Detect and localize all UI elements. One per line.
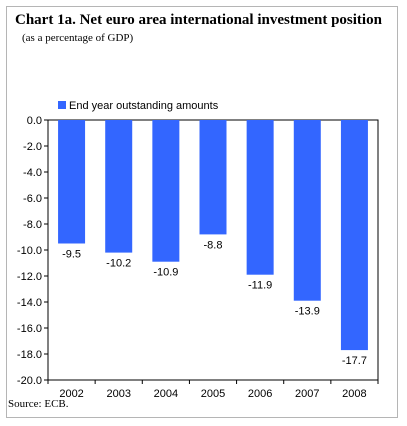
y-tick-label: -10.0 bbox=[17, 245, 42, 257]
legend-swatch bbox=[58, 101, 66, 109]
bar-value-label: -11.9 bbox=[248, 280, 272, 292]
bar bbox=[293, 120, 321, 301]
y-tick-label: -2.0 bbox=[23, 141, 42, 153]
bar-value-label: -9.5 bbox=[62, 249, 81, 261]
y-tick-label: -14.0 bbox=[17, 297, 42, 309]
y-tick-label: -6.0 bbox=[23, 193, 42, 205]
x-tick-label: 2008 bbox=[342, 388, 366, 400]
chart-subtitle: (as a percentage of GDP) bbox=[22, 32, 134, 44]
bar bbox=[246, 120, 274, 275]
chart-title: Chart 1a. Net euro area international in… bbox=[15, 12, 382, 28]
chart-frame bbox=[6, 6, 398, 418]
x-tick-label: 2006 bbox=[248, 388, 272, 400]
bar-value-label: -17.7 bbox=[342, 355, 367, 367]
bar bbox=[105, 120, 133, 253]
chart-source: Source: ECB. bbox=[8, 398, 69, 410]
x-tick-label: 2002 bbox=[59, 388, 83, 400]
y-tick-label: -20.0 bbox=[17, 375, 42, 387]
bar bbox=[58, 120, 86, 244]
x-tick-label: 2007 bbox=[295, 388, 319, 400]
y-tick-label: -12.0 bbox=[17, 271, 42, 283]
x-tick-label: 2003 bbox=[106, 388, 130, 400]
bar-value-label: -13.9 bbox=[295, 306, 320, 318]
bar-value-label: -10.2 bbox=[106, 258, 131, 270]
y-tick-label: -4.0 bbox=[23, 167, 42, 179]
bar bbox=[199, 120, 227, 235]
y-tick-label: -18.0 bbox=[17, 349, 42, 361]
x-tick-label: 2005 bbox=[201, 388, 225, 400]
y-tick-label: -8.0 bbox=[23, 219, 42, 231]
legend-label: End year outstanding amounts bbox=[69, 100, 219, 112]
y-tick-label: -16.0 bbox=[17, 323, 42, 335]
bar-value-label: -10.9 bbox=[153, 267, 178, 279]
x-tick-label: 2004 bbox=[154, 388, 178, 400]
bar-value-label: -8.8 bbox=[204, 239, 223, 251]
bar bbox=[340, 120, 368, 351]
bar bbox=[152, 120, 180, 262]
y-tick-label: 0.0 bbox=[27, 115, 42, 127]
